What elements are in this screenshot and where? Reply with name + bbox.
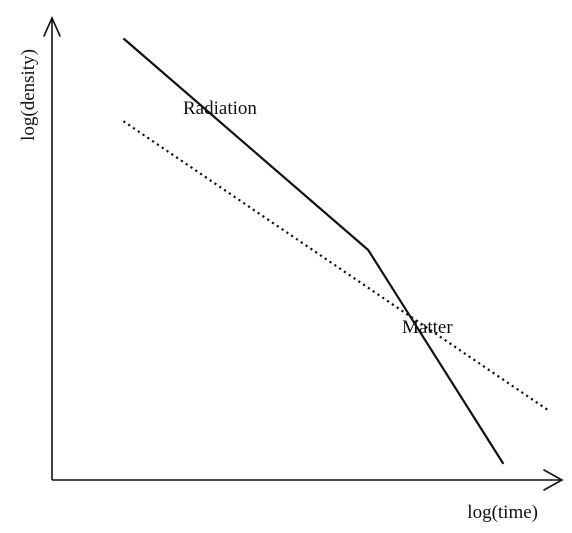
series-label-matter: Matter bbox=[402, 317, 453, 338]
x-axis bbox=[52, 469, 564, 491]
y-axis-label: log(density) bbox=[18, 49, 39, 141]
y-axis-arrow bbox=[43, 16, 61, 37]
x-axis-arrow bbox=[543, 469, 564, 491]
series-line-matter bbox=[122, 120, 550, 412]
x-axis-label: log(time) bbox=[467, 502, 538, 523]
series-label-radiation: Radiation bbox=[183, 98, 257, 119]
series-layer bbox=[122, 37, 550, 465]
series-line-radiation bbox=[122, 37, 505, 465]
y-axis bbox=[43, 16, 61, 480]
